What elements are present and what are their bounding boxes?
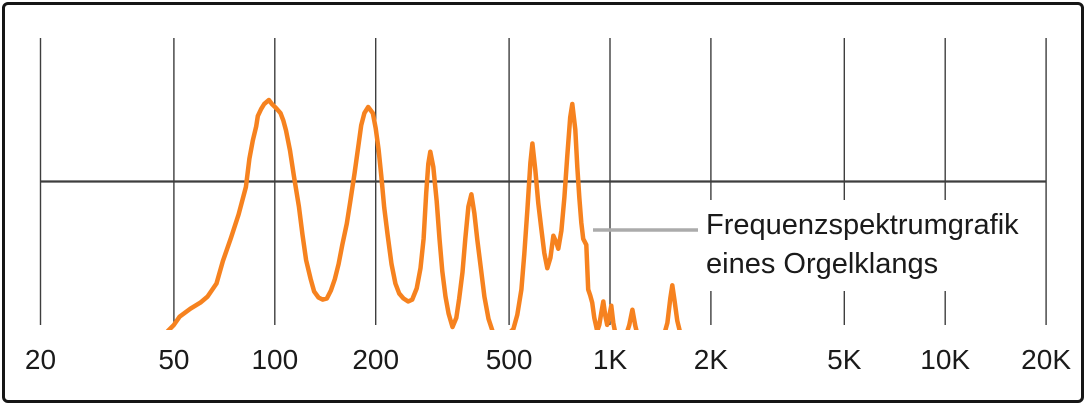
x-axis-label-10K: 10K xyxy=(920,344,971,375)
callout-label: Frequenzspektrumgrafik eines Orgelklangs xyxy=(698,200,1027,291)
x-axis-label-50: 50 xyxy=(158,344,190,375)
callout-label-line2: eines Orgelklangs xyxy=(706,248,939,280)
x-axis-label-5K: 5K xyxy=(827,344,862,375)
x-axis-label-100: 100 xyxy=(251,344,299,375)
x-axis-label-1K: 1K xyxy=(592,344,628,375)
x-axis-label-20K: 20K xyxy=(1021,344,1072,375)
x-axis-label-200: 200 xyxy=(352,344,400,375)
x-axis-label-20: 20 xyxy=(24,344,57,375)
spectrum-curve xyxy=(165,97,682,330)
callout-label-line1: Frequenzspektrumgrafik xyxy=(706,209,1019,241)
x-axis-label-2K: 2K xyxy=(693,344,729,375)
x-axis-label-500: 500 xyxy=(485,344,533,375)
